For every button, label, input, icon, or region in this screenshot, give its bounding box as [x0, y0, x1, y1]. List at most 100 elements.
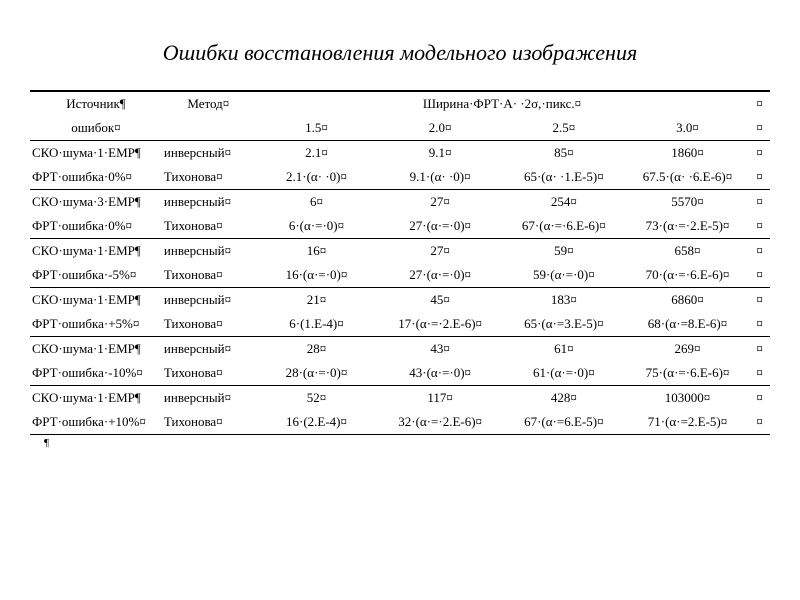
- cell-value: 27¤: [378, 239, 502, 264]
- page: Ошибки восстановления модельного изображ…: [0, 0, 800, 600]
- cell-value: 67·(α·=6.E-5)¤: [502, 410, 626, 435]
- table-row: СКО·шума·1·ЕМР¶инверсный¤2.1¤9.1¤85¤1860…: [30, 141, 770, 166]
- cell-method: инверсный¤: [162, 239, 255, 264]
- cell-value: 6·(α·=·0)¤: [255, 214, 379, 239]
- cell-value: 2.1¤: [255, 141, 379, 166]
- cell-value: 6860¤: [626, 288, 750, 313]
- table-row: ФРТ·ошибка·-5%¤Тихонова¤16·(α·=·0)¤27·(α…: [30, 263, 770, 288]
- cell-value: 21¤: [255, 288, 379, 313]
- cell-tail: ¤: [749, 337, 770, 362]
- table-row: СКО·шума·1·ЕМР¶инверсный¤21¤45¤183¤6860¤…: [30, 288, 770, 313]
- table-header-row-2: ошибок¤ 1.5¤ 2.0¤ 2.5¤ 3.0¤ ¤: [30, 116, 770, 141]
- table-row: СКО·шума·1·ЕМР¶инверсный¤28¤43¤61¤269¤¤: [30, 337, 770, 362]
- cell-source: СКО·шума·1·ЕМР¶: [30, 239, 162, 264]
- cell-value: 269¤: [626, 337, 750, 362]
- cell-tail: ¤: [749, 361, 770, 386]
- header-w-0: 1.5¤: [255, 116, 379, 141]
- cell-tail: ¤: [749, 239, 770, 264]
- cell-value: 9.1¤: [378, 141, 502, 166]
- table-row: СКО·шума·3·ЕМР¶инверсный¤6¤27¤254¤5570¤¤: [30, 190, 770, 215]
- cell-value: 183¤: [502, 288, 626, 313]
- cell-value: 61¤: [502, 337, 626, 362]
- cell-value: 16·(2.E-4)¤: [255, 410, 379, 435]
- cell-method: Тихонова¤: [162, 410, 255, 435]
- cell-value: 658¤: [626, 239, 750, 264]
- cell-value: 85¤: [502, 141, 626, 166]
- cell-value: 17·(α·=·2.E-6)¤: [378, 312, 502, 337]
- cell-source: СКО·шума·3·ЕМР¶: [30, 190, 162, 215]
- table-row: ФРТ·ошибка·0%¤Тихонова¤6·(α·=·0)¤27·(α·=…: [30, 214, 770, 239]
- cell-value: 428¤: [502, 386, 626, 411]
- page-title: Ошибки восстановления модельного изображ…: [30, 40, 770, 66]
- cell-value: 254¤: [502, 190, 626, 215]
- cell-value: 59¤: [502, 239, 626, 264]
- cell-value: 68·(α·=8.E-6)¤: [626, 312, 750, 337]
- cell-value: 67.5·(α· ·6.E-6)¤: [626, 165, 750, 190]
- cell-value: 117¤: [378, 386, 502, 411]
- cell-method: Тихонова¤: [162, 361, 255, 386]
- cell-source: СКО·шума·1·ЕМР¶: [30, 386, 162, 411]
- cell-value: 1860¤: [626, 141, 750, 166]
- header-w-1: 2.0¤: [378, 116, 502, 141]
- cell-value: 5570¤: [626, 190, 750, 215]
- cell-source: СКО·шума·1·ЕМР¶: [30, 288, 162, 313]
- header-method-blank: [162, 116, 255, 141]
- cell-source: ФРТ·ошибка·+10%¤: [30, 410, 162, 435]
- cell-source: ФРТ·ошибка·0%¤: [30, 214, 162, 239]
- table-header-row-1: Источник¶ Метод¤ Ширина·ФРТ·А· ·2σ,·пикс…: [30, 91, 770, 116]
- cell-tail: ¤: [749, 410, 770, 435]
- cell-value: 16·(α·=·0)¤: [255, 263, 379, 288]
- cell-value: 43·(α·=·0)¤: [378, 361, 502, 386]
- cell-method: Тихонова¤: [162, 312, 255, 337]
- table-row: ФРТ·ошибка·+10%¤Тихонова¤16·(2.E-4)¤32·(…: [30, 410, 770, 435]
- cell-value: 27·(α·=·0)¤: [378, 214, 502, 239]
- cell-tail: ¤: [749, 312, 770, 337]
- cell-value: 67·(α·=·6.E-6)¤: [502, 214, 626, 239]
- cell-value: 9.1·(α· ·0)¤: [378, 165, 502, 190]
- cell-tail: ¤: [749, 214, 770, 239]
- cell-value: 28¤: [255, 337, 379, 362]
- cell-value: 27·(α·=·0)¤: [378, 263, 502, 288]
- header-w-2: 2.5¤: [502, 116, 626, 141]
- cell-value: 71·(α·=2.E-5)¤: [626, 410, 750, 435]
- cell-value: 52¤: [255, 386, 379, 411]
- cell-tail: ¤: [749, 263, 770, 288]
- cell-value: 6¤: [255, 190, 379, 215]
- header-w-3: 3.0¤: [626, 116, 750, 141]
- cell-tail: ¤: [749, 386, 770, 411]
- cell-value: 32·(α·=·2.E-6)¤: [378, 410, 502, 435]
- table-row: СКО·шума·1·ЕМР¶инверсный¤16¤27¤59¤658¤¤: [30, 239, 770, 264]
- cell-method: Тихонова¤: [162, 165, 255, 190]
- cell-value: 59·(α·=·0)¤: [502, 263, 626, 288]
- cell-method: инверсный¤: [162, 288, 255, 313]
- cell-value: 75·(α·=·6.E-6)¤: [626, 361, 750, 386]
- cell-value: 65·(α· ·1.E-5)¤: [502, 165, 626, 190]
- cell-value: 61·(α·=·0)¤: [502, 361, 626, 386]
- header-source-2: ошибок¤: [30, 116, 162, 141]
- cell-value: 73·(α·=·2.E-5)¤: [626, 214, 750, 239]
- cell-source: ФРТ·ошибка·-10%¤: [30, 361, 162, 386]
- footer-pilcrow: ¶: [30, 437, 770, 449]
- cell-method: инверсный¤: [162, 190, 255, 215]
- cell-value: 16¤: [255, 239, 379, 264]
- cell-tail: ¤: [749, 190, 770, 215]
- cell-tail: ¤: [749, 165, 770, 190]
- table-row: ФРТ·ошибка·+5%¤Тихонова¤6·(1.E-4)¤17·(α·…: [30, 312, 770, 337]
- cell-value: 65·(α·=3.E-5)¤: [502, 312, 626, 337]
- table-row: ФРТ·ошибка·-10%¤Тихонова¤28·(α·=·0)¤43·(…: [30, 361, 770, 386]
- header-width-span: Ширина·ФРТ·А· ·2σ,·пикс.¤: [255, 91, 750, 116]
- header-tail: ¤: [749, 91, 770, 116]
- cell-value: 6·(1.E-4)¤: [255, 312, 379, 337]
- cell-method: инверсный¤: [162, 141, 255, 166]
- cell-method: инверсный¤: [162, 337, 255, 362]
- header-source: Источник¶: [30, 91, 162, 116]
- table-row: ФРТ·ошибка·0%¤Тихонова¤2.1·(α· ·0)¤9.1·(…: [30, 165, 770, 190]
- header-tail-2: ¤: [749, 116, 770, 141]
- cell-value: 70·(α·=·6.E-6)¤: [626, 263, 750, 288]
- cell-source: СКО·шума·1·ЕМР¶: [30, 141, 162, 166]
- cell-value: 2.1·(α· ·0)¤: [255, 165, 379, 190]
- cell-tail: ¤: [749, 141, 770, 166]
- cell-method: Тихонова¤: [162, 263, 255, 288]
- cell-source: ФРТ·ошибка·0%¤: [30, 165, 162, 190]
- cell-source: ФРТ·ошибка·-5%¤: [30, 263, 162, 288]
